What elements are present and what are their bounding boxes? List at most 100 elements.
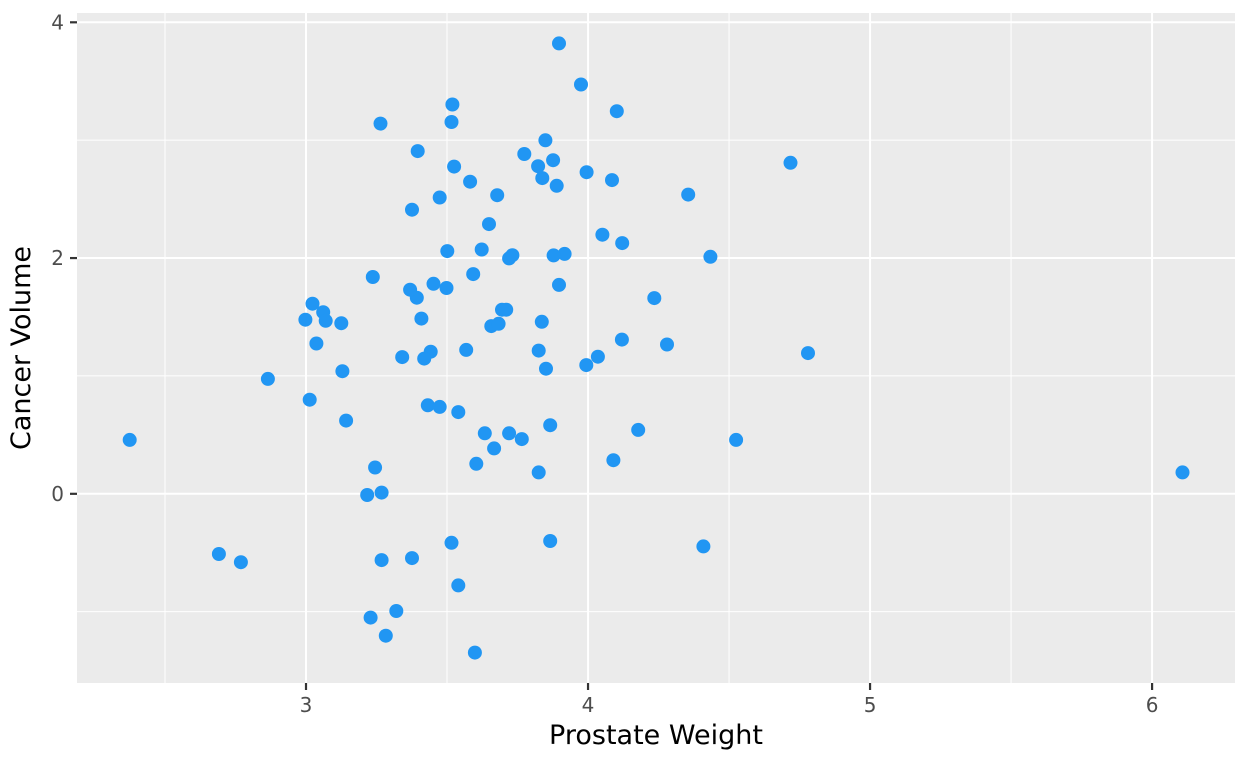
- data-point: [122, 432, 137, 447]
- y-tick-label: 0: [51, 482, 64, 506]
- data-point: [703, 249, 718, 264]
- data-point: [466, 267, 481, 282]
- data-point: [305, 296, 320, 311]
- data-point: [729, 432, 744, 447]
- x-axis-title: Prostate Weight: [549, 720, 763, 751]
- data-point: [298, 312, 313, 327]
- data-point: [467, 645, 482, 660]
- data-point: [590, 349, 605, 364]
- data-point: [459, 342, 474, 357]
- data-point: [579, 358, 594, 373]
- data-point: [417, 351, 432, 366]
- data-point: [615, 236, 630, 251]
- data-point: [579, 165, 594, 180]
- data-point: [539, 361, 553, 376]
- data-point: [531, 159, 546, 174]
- y-axis-title: Cancer Volume: [6, 246, 37, 450]
- data-points: [122, 36, 1190, 660]
- data-point: [360, 488, 375, 502]
- data-point: [487, 441, 502, 456]
- data-point: [546, 153, 561, 168]
- data-point: [477, 426, 492, 441]
- data-point: [335, 364, 350, 379]
- data-point: [405, 551, 419, 566]
- axes: 3 4 5 6 0 2 4: [51, 10, 1158, 717]
- data-point: [534, 314, 549, 329]
- data-point: [474, 242, 489, 257]
- data-point: [552, 277, 566, 292]
- data-point: [318, 313, 333, 328]
- x-tick-label: 6: [1146, 693, 1159, 717]
- data-point: [606, 453, 621, 468]
- data-point: [439, 281, 454, 295]
- y-tick-label: 4: [51, 10, 64, 34]
- x-tick-label: 5: [864, 693, 877, 717]
- data-point: [440, 244, 455, 259]
- data-point: [463, 174, 478, 189]
- data-point: [681, 187, 696, 202]
- data-point: [482, 217, 496, 232]
- data-point: [495, 302, 509, 317]
- data-point: [696, 539, 711, 554]
- data-point: [414, 311, 429, 326]
- data-point: [543, 534, 558, 548]
- data-point: [505, 248, 520, 263]
- data-point: [514, 432, 529, 447]
- data-point: [535, 171, 550, 186]
- data-point: [444, 535, 459, 550]
- data-point: [631, 422, 646, 437]
- data-point: [363, 610, 378, 625]
- x-tick-label: 4: [582, 693, 595, 717]
- data-point: [1175, 465, 1190, 480]
- data-point: [538, 133, 553, 148]
- y-tick-label: 2: [51, 246, 64, 270]
- data-point: [432, 399, 447, 414]
- data-point: [405, 202, 419, 217]
- data-point: [365, 270, 380, 284]
- data-point: [447, 159, 462, 174]
- data-point: [410, 144, 425, 159]
- data-point: [552, 36, 566, 51]
- data-point: [491, 316, 506, 331]
- data-point: [211, 547, 226, 561]
- data-point: [451, 405, 466, 420]
- data-point: [374, 553, 389, 568]
- data-point: [233, 555, 248, 570]
- data-point: [614, 332, 629, 347]
- data-point: [549, 178, 564, 193]
- x-tick-label: 3: [300, 693, 313, 717]
- data-point: [595, 227, 610, 242]
- data-point: [557, 246, 572, 261]
- data-point: [368, 460, 383, 475]
- plot-panel: [77, 13, 1235, 683]
- data-point: [378, 628, 393, 643]
- data-point: [395, 350, 410, 365]
- data-point: [309, 336, 324, 351]
- data-point: [420, 398, 435, 413]
- data-point: [432, 190, 447, 205]
- data-point: [531, 465, 546, 480]
- data-point: [605, 173, 619, 188]
- data-point: [403, 282, 418, 297]
- data-point: [469, 456, 484, 471]
- data-point: [502, 426, 517, 441]
- data-point: [426, 276, 441, 291]
- data-point: [660, 337, 674, 352]
- data-point: [546, 248, 561, 263]
- data-point: [445, 97, 460, 112]
- data-point: [444, 115, 459, 129]
- data-point: [374, 485, 389, 500]
- data-point: [517, 147, 532, 161]
- data-point: [260, 371, 275, 386]
- data-point: [389, 604, 404, 618]
- data-point: [543, 418, 558, 433]
- panel-background: [77, 13, 1235, 683]
- data-point: [609, 104, 624, 119]
- data-point: [339, 413, 354, 428]
- data-point: [801, 346, 815, 361]
- data-point: [531, 343, 546, 358]
- data-point: [334, 316, 349, 331]
- data-point: [451, 578, 466, 593]
- data-point: [302, 392, 317, 407]
